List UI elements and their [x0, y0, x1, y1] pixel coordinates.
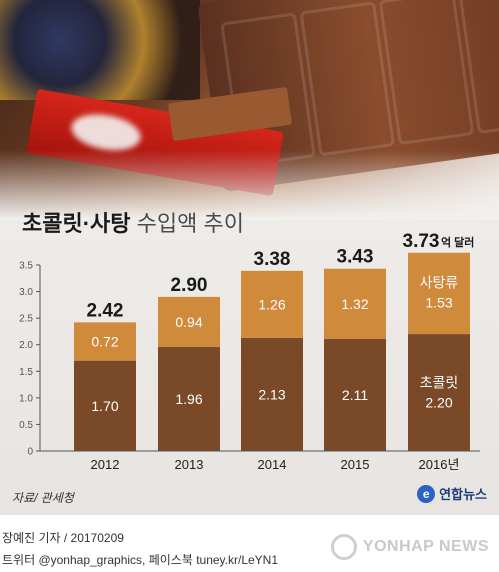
data-label-chocolate: 2.13	[258, 386, 285, 402]
agency-name: 연합뉴스	[439, 487, 487, 502]
chart-title: 초콜릿·사탕 수입액 추이	[22, 206, 244, 238]
bar-candy	[324, 268, 386, 339]
title-normal: 수입액 추이	[136, 211, 244, 236]
watermark: YONHAP NEWS	[330, 534, 489, 560]
x-tick-label: 2014	[258, 457, 287, 472]
data-label-chocolate: 2.20	[425, 395, 452, 411]
bars: 1.70 0.72 2.42 1.96 0.94 2.90 2.13 1.26 3.38 2.11…	[74, 231, 474, 451]
bar-candy	[158, 296, 220, 347]
total-label: 3.73	[403, 231, 440, 252]
total-label: 2.90	[171, 275, 208, 296]
bar-candy	[74, 322, 136, 361]
data-label-candy: 0.94	[175, 314, 202, 330]
bar-chocolate	[158, 346, 220, 451]
data-label-candy: 0.72	[91, 334, 118, 350]
y-tick-label: 0	[27, 447, 33, 458]
title-bold: 초콜릿·사탕	[22, 211, 131, 236]
y-axis: 0 0.5 1.0 1.5 2.0 2.5 3.0 3.5	[19, 261, 41, 458]
social-credit: 트위터 @yonhap_graphics, 페이스북 tuney.kr/LeYN…	[2, 553, 279, 567]
y-tick-label: 2.5	[19, 314, 33, 325]
source-note: 자료/ 관세청	[12, 491, 74, 505]
total-label: 2.42	[87, 300, 124, 321]
total-unit-label: 억 달러	[441, 235, 474, 249]
data-label-candy: 1.26	[258, 296, 285, 312]
data-label-chocolate: 1.96	[175, 391, 202, 407]
total-label: 3.38	[254, 249, 291, 270]
agency-logo: e 연합뉴스	[417, 484, 487, 503]
y-tick-label: 1.5	[19, 367, 33, 378]
x-tick-label: 2013	[175, 457, 204, 472]
data-label-candy: 1.32	[341, 296, 368, 312]
bar-chocolate	[408, 334, 470, 451]
y-tick-label: 3.0	[19, 287, 33, 298]
chocolate-photo	[0, 0, 499, 220]
bar-chocolate	[324, 338, 386, 451]
series-label-candy: 사탕류	[420, 274, 459, 290]
y-tick-label: 2.0	[19, 340, 33, 351]
bar-chocolate	[74, 360, 136, 451]
x-tick-label: 2015	[341, 457, 370, 472]
total-label: 3.43	[337, 247, 374, 268]
series-label-chocolate: 초콜릿	[420, 375, 459, 391]
bar-candy	[241, 270, 303, 338]
x-axis: 2012 2013 2014 2015 2016년	[40, 450, 480, 472]
data-label-candy: 1.53	[425, 294, 452, 310]
yonhap-logo-icon: e	[417, 484, 436, 503]
photo-fade	[0, 150, 499, 220]
watermark-logo-icon	[330, 534, 357, 560]
y-tick-label: 3.5	[19, 261, 33, 272]
data-label-chocolate: 2.11	[342, 387, 368, 403]
bar-chocolate	[241, 337, 303, 451]
stacked-bar-chart: 0 0.5 1.0 1.5 2.0 2.5 3.0 3.5 1.70 0.72 2.42 1.96 0…	[19, 231, 480, 472]
bar-candy	[408, 252, 470, 335]
y-tick-label: 0.5	[19, 420, 33, 431]
y-tick-label: 1.0	[19, 393, 33, 404]
reporter-credit: 장예진 기자 / 20170209	[2, 531, 124, 545]
x-tick-label: 2016년	[419, 457, 460, 472]
candy-wrappers-image	[0, 0, 200, 100]
x-tick-label: 2012	[91, 457, 120, 472]
watermark-text: YONHAP NEWS	[362, 538, 489, 555]
infographic-card: 초콜릿·사탕 수입액 추이 0 0.5 1.0 1.5 2.0 2.5 3.0 3.5 1.7…	[0, 0, 499, 515]
data-label-chocolate: 1.70	[91, 398, 118, 414]
